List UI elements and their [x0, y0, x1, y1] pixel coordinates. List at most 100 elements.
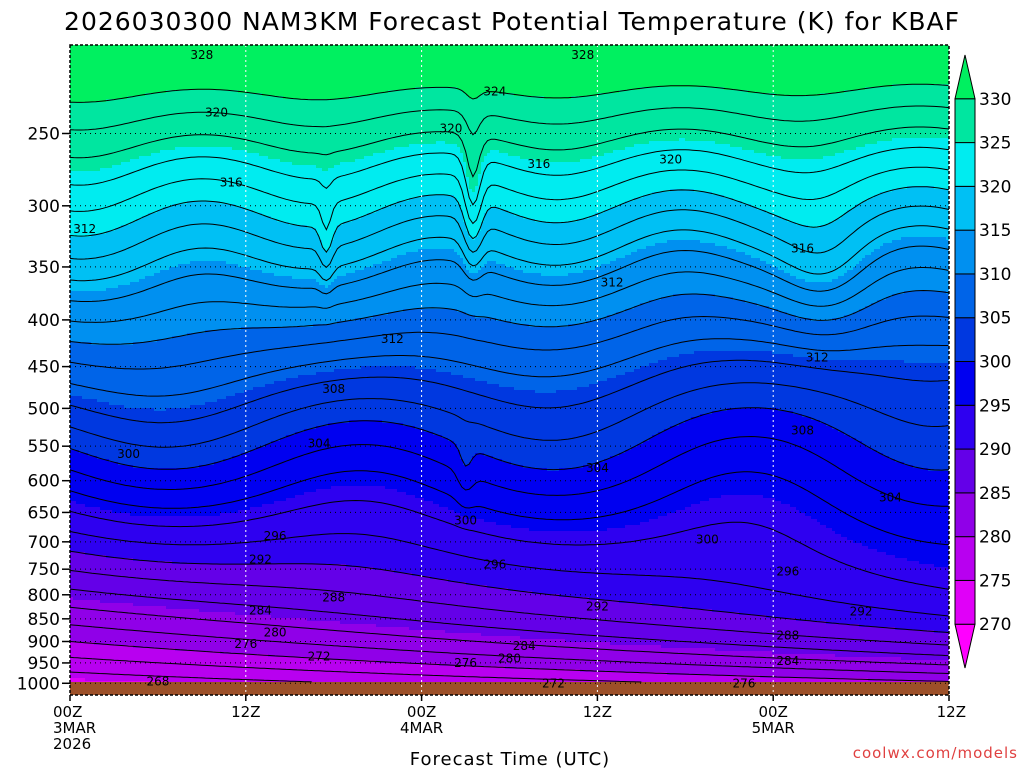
- fill-cell: [115, 228, 317, 232]
- fill-cell: [70, 291, 905, 295]
- contour-label-text: 304: [879, 491, 902, 505]
- fill-cell: [469, 180, 479, 184]
- isentrope-314: [70, 245, 949, 302]
- fill-cell: [70, 531, 836, 535]
- fill-cell: [583, 465, 914, 469]
- fill-cell: [337, 225, 467, 229]
- fill-cell: [667, 513, 806, 517]
- fill-cell: [373, 567, 949, 571]
- fill-cell: [475, 237, 902, 241]
- fill-cell: [760, 675, 949, 679]
- fill-cell: [466, 516, 659, 520]
- contour-label: 276: [234, 637, 257, 651]
- colorbar-label: 310: [979, 265, 1011, 285]
- fill-cell: [649, 519, 818, 523]
- fill-cell: [262, 213, 368, 217]
- fill-cell: [853, 312, 949, 316]
- fill-cell: [559, 468, 929, 472]
- fill-cell: [70, 351, 695, 355]
- contour-label-text: 292: [586, 600, 609, 614]
- fill-cell: [460, 456, 473, 460]
- fill-cell: [466, 165, 482, 169]
- fill-cell: [70, 360, 659, 364]
- contour-label: 292: [586, 600, 609, 614]
- isentrope-324: [70, 146, 949, 206]
- contour-label-text: 276: [454, 656, 477, 670]
- fill-cell: [376, 210, 464, 214]
- fill-cell: [478, 183, 949, 187]
- contour-label: 300: [454, 513, 477, 527]
- fill-cell: [442, 435, 653, 439]
- y-tick-label: 250: [28, 124, 60, 144]
- fill-cell: [70, 483, 949, 487]
- fill-cell: [868, 546, 949, 550]
- fill-cell: [70, 576, 431, 580]
- fill-cell: [832, 426, 949, 430]
- fill-cell: [478, 96, 545, 100]
- fill-cell: [619, 453, 884, 457]
- fill-cell: [676, 510, 800, 514]
- fill-cell: [463, 258, 617, 262]
- fill-cell: [871, 252, 949, 256]
- fill-cell: [70, 150, 161, 154]
- fill-cell: [640, 303, 758, 307]
- fill-cell: [73, 597, 590, 601]
- contour-label: 272: [542, 676, 565, 690]
- fill-cell: [835, 219, 949, 223]
- fill-cell: [70, 90, 167, 94]
- isentrope-282: [70, 624, 949, 674]
- fill-cell: [70, 441, 272, 445]
- fill-cell: [586, 321, 949, 325]
- fill-cell: [70, 597, 74, 601]
- fill-cell: [70, 171, 467, 175]
- fill-cell: [121, 162, 293, 166]
- colorbar-segment: [954, 54, 976, 100]
- fill-cell: [487, 153, 509, 157]
- fill-cell: [346, 564, 935, 568]
- fill-cell: [796, 507, 949, 511]
- fill-cell: [232, 456, 461, 460]
- fill-cell: [856, 264, 949, 268]
- isentrope-294: [70, 499, 949, 590]
- fill-cell: [862, 441, 949, 445]
- fill-cell: [70, 606, 167, 610]
- fill-cell: [70, 114, 949, 118]
- fill-cell: [409, 144, 458, 148]
- contour-label: 308: [791, 424, 814, 438]
- fill-cell: [772, 213, 845, 217]
- fill-cell: [262, 93, 371, 97]
- fill-cell: [649, 300, 746, 304]
- fill-cell: [658, 360, 905, 364]
- fill-cell: [70, 609, 200, 613]
- fill-cell: [70, 507, 101, 511]
- fill-cell: [70, 225, 122, 229]
- fill-cell: [535, 219, 578, 223]
- fill-cell: [70, 261, 191, 265]
- colorbar-label: 330: [979, 90, 1011, 110]
- fill-cell: [70, 309, 404, 313]
- fill-cell: [70, 183, 470, 187]
- fill-cell: [802, 414, 949, 418]
- fill-cell: [316, 165, 335, 169]
- fill-cell: [112, 165, 317, 169]
- fill-cell: [835, 654, 949, 658]
- fill-cell: [778, 267, 854, 271]
- contour-label: 312: [806, 351, 829, 365]
- fill-cell: [70, 162, 122, 166]
- fill-cell: [592, 156, 782, 160]
- fill-cell: [70, 477, 949, 481]
- y-tick-label: 900: [28, 632, 60, 652]
- fill-cell: [616, 312, 788, 316]
- fill-cell: [388, 90, 464, 94]
- fill-cell: [280, 438, 449, 442]
- fill-cell: [70, 627, 410, 631]
- fill-cell: [412, 573, 949, 577]
- fill-cell: [232, 147, 395, 151]
- colorbar-label: 300: [979, 353, 1011, 373]
- fill-cell: [862, 201, 949, 205]
- fill-cell: [277, 219, 353, 223]
- fill-cell: [679, 138, 686, 142]
- fill-cell: [70, 399, 98, 403]
- fill-cell: [70, 396, 83, 400]
